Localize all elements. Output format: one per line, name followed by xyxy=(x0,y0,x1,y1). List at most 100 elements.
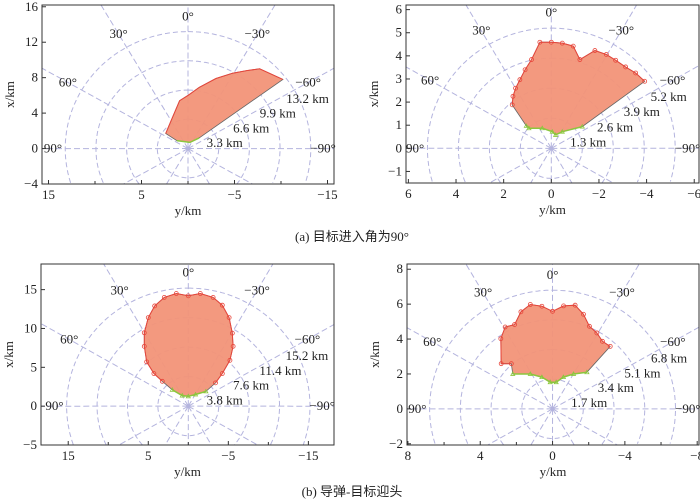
boundary-point xyxy=(502,324,508,330)
y-tick-label: 5 xyxy=(31,359,38,374)
range-label: 1.7 km xyxy=(571,395,607,410)
origin-marker xyxy=(550,406,555,411)
plot-1: 0° 30° 60° 90° −30° −60° −90° 3.3 km6.6 km9.9 k… xyxy=(2,0,338,218)
boundary-point xyxy=(561,303,566,309)
angle-label: −90° xyxy=(675,140,700,155)
range-ring xyxy=(488,87,614,184)
x-tick-label: 15 xyxy=(42,187,55,202)
angle-label: −60° xyxy=(295,74,321,89)
angle-label: 90° xyxy=(406,140,424,155)
x-tick-label: −4 xyxy=(640,186,654,201)
plot-2: 0° 30° 60° 90° −30° −60° −90° 1.3 km2.6 km3.9 k… xyxy=(366,2,700,217)
lower-boundary-point xyxy=(203,388,209,394)
y-tick-label: 2 xyxy=(397,366,404,381)
capture-region xyxy=(143,293,234,397)
range-label: 11.4 km xyxy=(259,363,301,378)
x-tick-label: −4 xyxy=(618,448,632,463)
angle-label: 0° xyxy=(182,8,194,23)
y-tick-label: −1 xyxy=(388,163,402,178)
angle-spoke xyxy=(166,148,189,185)
y-tick-label: 2 xyxy=(396,94,403,109)
angle-label: 30° xyxy=(474,285,492,300)
angle-spoke xyxy=(40,323,189,407)
boundary-point xyxy=(587,323,592,329)
y-tick-label: 0 xyxy=(396,140,403,155)
boundary-point xyxy=(161,295,167,300)
angle-spoke xyxy=(550,148,573,184)
axes-frame xyxy=(40,263,335,446)
range-label: 5.2 km xyxy=(651,89,687,104)
range-ring xyxy=(64,31,312,183)
lower-boundary-point xyxy=(523,123,529,128)
plots: 0°30°60°90°−30°−60°−90°3.3 km6.6 km9.9 k… xyxy=(1,0,700,479)
angle-spoke xyxy=(188,405,258,446)
x-tick-label: 15 xyxy=(62,448,75,463)
angle-label: −90° xyxy=(675,401,700,416)
y-tick-label: −4 xyxy=(24,176,38,191)
range-label: 1.3 km xyxy=(570,134,606,149)
boundary-point xyxy=(173,291,179,296)
angle-label: −60° xyxy=(660,72,686,87)
y-axis-label: x/km xyxy=(367,341,382,368)
y-axis-label: x/km xyxy=(366,81,381,108)
angle-label: 30° xyxy=(472,23,490,38)
x-tick-label: 0 xyxy=(549,448,556,463)
boundary-point xyxy=(185,293,191,299)
angle-label: 0° xyxy=(545,4,557,19)
angle-label: 60° xyxy=(423,334,441,349)
angle-spoke xyxy=(41,67,189,149)
upper-boundary xyxy=(511,41,646,105)
lower-boundary-point xyxy=(552,132,559,137)
lower-boundary-point xyxy=(560,374,567,380)
boundary-point xyxy=(607,343,613,349)
y-tick-label: −2 xyxy=(389,436,403,451)
boundary-point xyxy=(498,336,504,342)
y-tick-label: 8 xyxy=(397,261,404,276)
range-label: 7.6 km xyxy=(233,378,269,393)
y-tick-label: 8 xyxy=(32,70,39,85)
angle-spoke xyxy=(551,147,614,184)
range-ring xyxy=(66,287,311,445)
angle-label: 30° xyxy=(110,283,128,298)
y-tick-label: 4 xyxy=(32,105,39,120)
boundary-point xyxy=(592,48,598,53)
boundary-point xyxy=(559,40,565,46)
x-tick-label: 5 xyxy=(145,448,152,463)
y-tick-label: 15 xyxy=(24,282,37,297)
angle-spoke xyxy=(188,324,335,407)
boundary-point xyxy=(141,343,147,349)
y-tick-label: 12 xyxy=(25,34,38,49)
origin-marker xyxy=(186,146,190,151)
range-ring xyxy=(429,289,676,444)
boundary-point xyxy=(572,302,578,308)
lower-boundary-point xyxy=(169,387,175,392)
upper-boundary xyxy=(165,68,284,134)
boundary-point xyxy=(509,102,515,108)
angle-spoke xyxy=(406,327,553,410)
boundary-point xyxy=(197,291,203,296)
lower-boundary-point xyxy=(179,392,185,398)
boundary-point xyxy=(229,330,235,336)
boundary-point xyxy=(498,361,504,367)
lower-boundary-point xyxy=(559,128,565,134)
lower-boundary xyxy=(171,389,207,398)
range-label: 13.2 km xyxy=(286,91,329,106)
range-label: 15.2 km xyxy=(286,348,329,363)
x-tick-label: 4 xyxy=(453,186,460,201)
range-ring xyxy=(126,89,250,185)
x-axis-label: y/km xyxy=(174,464,201,479)
angle-label: −30° xyxy=(244,283,270,298)
y-axis-label: x/km xyxy=(1,341,16,368)
angle-label: 90° xyxy=(408,401,426,416)
y-tick-label: 6 xyxy=(397,296,404,311)
caption-a: (a) 目标进入角为90° xyxy=(295,229,409,244)
boundary-point xyxy=(152,303,158,309)
boundary-point xyxy=(513,85,518,91)
y-tick-label: 0 xyxy=(32,141,39,156)
angle-spoke xyxy=(487,408,553,446)
angle-spoke xyxy=(530,148,552,184)
range-ring xyxy=(96,317,281,446)
y-tick-label: 6 xyxy=(396,2,403,17)
x-tick-label: −15 xyxy=(317,187,337,202)
